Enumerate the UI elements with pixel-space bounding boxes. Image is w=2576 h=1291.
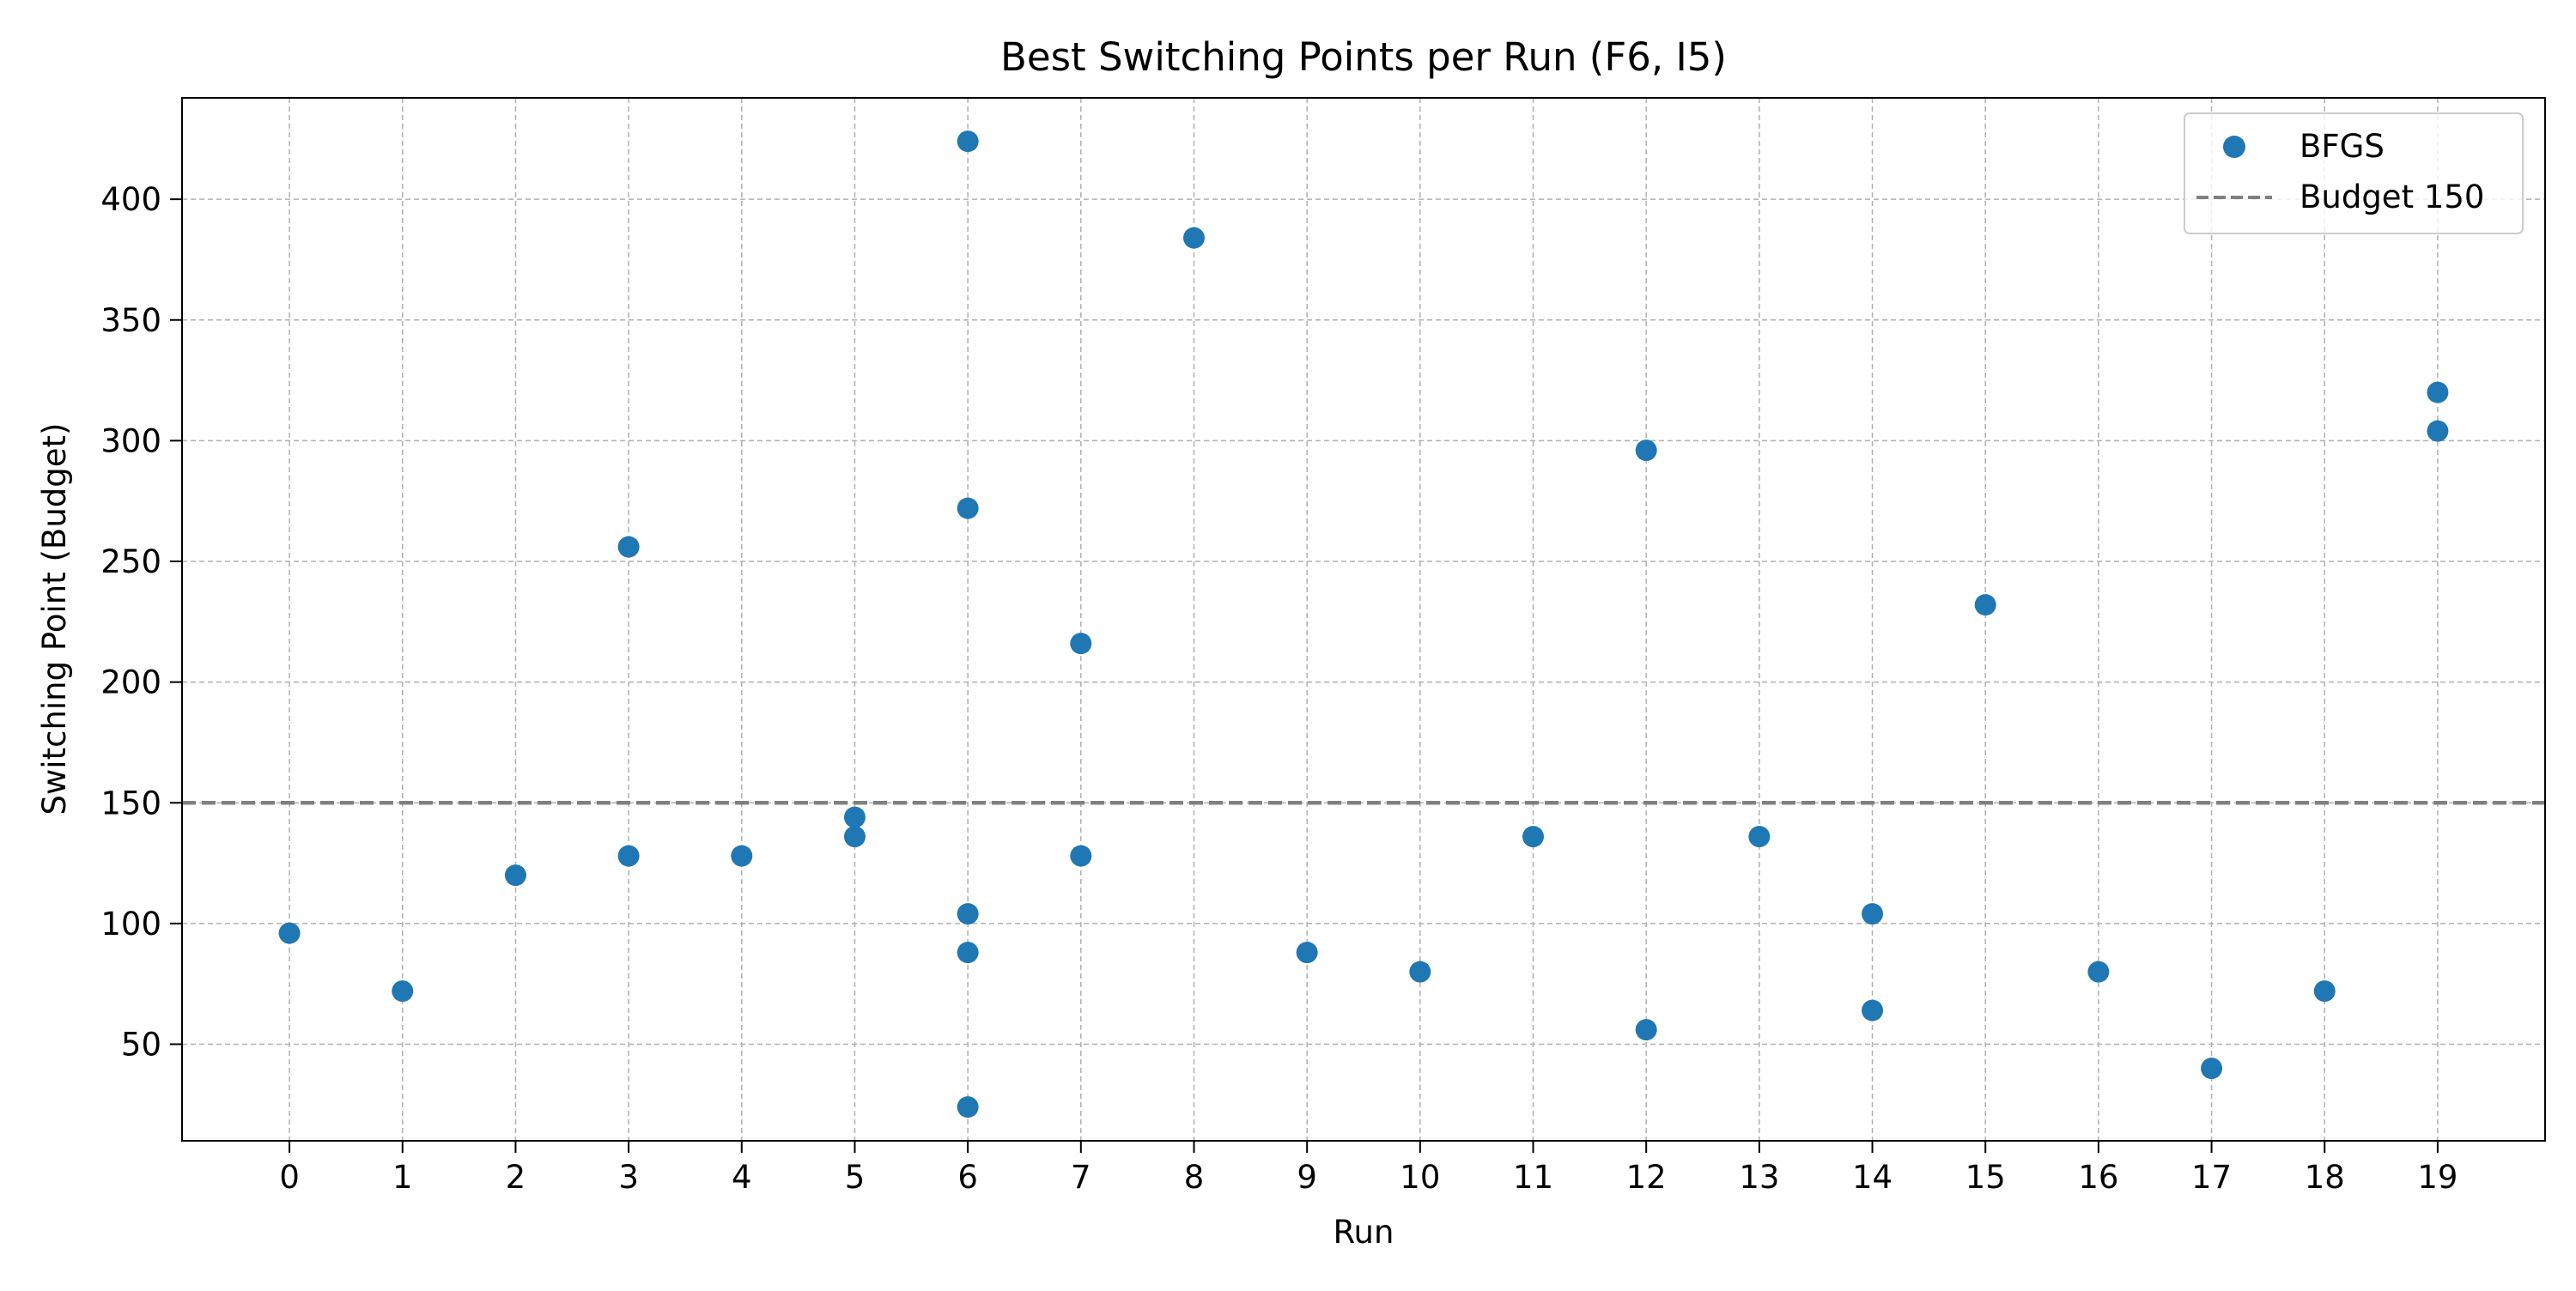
data-point [2313,980,2336,1003]
data-point [1070,845,1092,867]
data-point [957,130,979,153]
x-tick-label: 0 [279,1159,300,1196]
data-point [1522,826,1545,848]
x-axis-ticks: 0 1 2 3 4 5 6 7 8 9 10 11 12 13 14 15 16 17 18 19 [279,1141,2458,1196]
y-axis-ticks: 50 100 150 200 250 300 350 400 [100,181,182,1064]
x-tick-label: 4 [732,1159,752,1196]
y-tick-label: 50 [121,1027,161,1064]
data-point [1182,227,1205,249]
y-tick-label: 200 [100,664,161,701]
y-tick-label: 350 [100,302,161,339]
data-point [957,1096,979,1118]
x-tick-label: 14 [1852,1159,1893,1196]
x-tick-label: 17 [2191,1159,2232,1196]
data-points [278,130,2449,1118]
data-point [1635,1019,1657,1041]
x-tick-label: 9 [1297,1159,1317,1196]
y-tick-label: 250 [100,543,161,580]
data-point [617,845,640,867]
x-axis-label: Run [1334,1214,1394,1251]
x-tick-label: 15 [1965,1159,2006,1196]
x-tick-label: 2 [506,1159,526,1196]
x-tick-label: 11 [1513,1159,1553,1196]
legend-label-bfgs: BFGS [2300,128,2385,165]
data-point [278,922,301,944]
data-point [731,845,753,867]
data-point [1862,903,1884,925]
legend-marker-bfgs [2223,136,2245,158]
y-tick-label: 100 [100,906,161,942]
plot-area-frame [181,97,2546,1142]
data-point [1748,826,1771,848]
data-point [504,864,526,887]
x-tick-label: 10 [1400,1159,1440,1196]
y-tick-label: 300 [100,422,161,459]
x-tick-label: 7 [1071,1159,1091,1196]
x-tick-label: 8 [1184,1159,1205,1196]
y-tick-label: 150 [100,785,161,821]
x-tick-label: 13 [1739,1159,1779,1196]
legend-box [2184,112,2524,234]
x-tick-label: 1 [392,1159,413,1196]
data-point [843,806,866,828]
legend: BFGS Budget 150 [2184,112,2524,234]
x-tick-label: 16 [2078,1159,2118,1196]
x-tick-label: 6 [957,1159,978,1196]
data-point [392,980,414,1003]
x-tick-label: 18 [2305,1159,2345,1196]
data-point [1635,439,1657,462]
data-point [2427,381,2449,403]
x-tick-label: 3 [618,1159,639,1196]
data-point [617,536,640,558]
data-point [1862,999,1884,1021]
y-axis-label: Switching Point (Budget) [36,423,73,815]
x-tick-label: 5 [845,1159,866,1196]
x-tick-label: 19 [2417,1159,2458,1196]
data-point [957,497,979,519]
data-point [843,826,866,848]
y-tick-label: 400 [100,181,161,218]
x-tick-label: 12 [1626,1159,1667,1196]
data-point [1974,594,1996,616]
legend-label-budget: Budget 150 [2300,179,2484,215]
data-point [1070,633,1092,655]
data-point [957,942,979,964]
data-point [2201,1058,2223,1080]
data-point [1296,942,1318,964]
data-point [2427,420,2449,442]
chart-title: Best Switching Points per Run (F6, I5) [1000,34,1727,80]
data-point [957,903,979,925]
data-point [1409,961,1431,983]
data-point [2087,961,2110,983]
